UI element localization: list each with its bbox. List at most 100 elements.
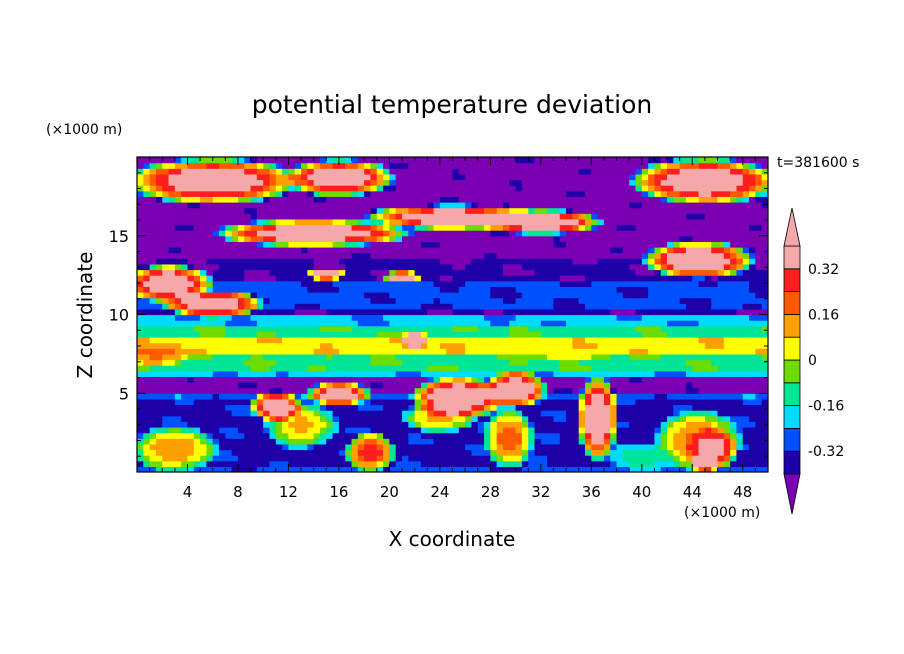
field-cell [597,269,605,276]
field-cell [149,218,157,226]
field-cell [660,263,668,271]
field-cell [597,432,605,439]
field-cell [357,173,365,181]
field-cell [345,365,353,372]
field-cell [250,241,258,248]
field-cell [282,157,290,164]
field-cell [345,196,353,203]
field-cell [477,455,485,462]
field-cell [301,460,308,467]
field-cell [502,404,510,411]
field-cell [502,263,510,271]
field-cell [200,202,208,209]
field-cell [414,404,422,411]
field-cell [572,415,580,422]
field-cell [275,241,283,248]
field-cell [237,157,245,164]
field-cell [263,297,271,304]
field-cell [496,196,504,203]
field-cell [357,449,365,456]
field-cell [547,398,555,406]
field-cell [439,443,447,451]
field-cell [578,365,586,372]
field-cell [383,398,390,406]
field-cell [212,427,220,434]
field-cell [635,365,643,372]
field-cell [635,292,643,299]
field-cell [313,224,321,231]
field-cell [364,247,372,254]
field-cell [294,263,302,271]
field-cell [155,348,163,355]
field-cell [591,421,599,428]
field-cell [572,269,580,276]
field-cell [263,280,271,287]
field-cell [616,258,624,265]
field-cell [137,286,144,293]
field-cell [420,410,428,417]
field-cell [244,162,252,169]
field-cell [496,466,504,472]
field-cell [685,292,693,299]
field-cell [559,173,567,181]
field-cell [187,443,195,451]
field-cell [578,280,586,287]
field-cell [219,168,226,175]
field-cell [439,303,447,310]
field-cell [610,466,618,472]
field-cell [408,179,416,186]
field-cell [319,297,327,304]
field-cell [193,348,201,355]
field-cell [256,213,264,220]
field-cell [446,275,454,282]
field-cell [509,269,517,276]
field-cell [603,432,611,439]
field-cell [540,252,548,259]
field-cell [591,382,599,389]
field-cell [408,348,416,355]
field-cell [547,207,555,214]
field-cell [301,224,308,231]
field-cell [168,359,176,366]
field-cell [521,275,529,282]
field-cell [502,443,510,451]
field-cell [578,314,586,321]
field-cell [667,376,674,383]
field-cell [332,213,340,220]
field-cell [250,376,258,383]
field-cell [376,308,384,316]
field-cell [648,241,656,248]
field-cell [256,241,264,248]
field-cell [629,337,637,344]
field-cell [559,297,567,304]
field-cell [319,348,327,355]
field-cell [376,247,384,254]
field-cell [313,353,321,361]
field-cell [256,353,264,361]
field-cell [446,280,454,287]
field-cell [301,404,308,411]
field-cell [679,370,687,377]
field-cell [181,398,189,406]
field-cell [244,314,252,321]
field-cell [383,247,390,254]
field-cell [540,162,548,169]
field-cell [351,404,359,411]
field-cell [528,449,536,456]
field-cell [187,449,195,456]
field-cell [237,224,245,231]
field-cell [143,241,151,248]
field-cell [174,292,182,299]
field-cell [155,269,163,276]
field-cell [301,376,308,383]
field-cell [168,353,176,361]
field-cell [528,432,536,439]
field-cell [553,196,561,203]
field-cell [168,213,176,220]
field-cell [496,185,504,192]
field-cell [509,393,517,400]
field-cell [389,275,397,282]
field-cell [534,202,542,209]
field-cell [357,398,365,406]
field-cell [585,365,592,372]
